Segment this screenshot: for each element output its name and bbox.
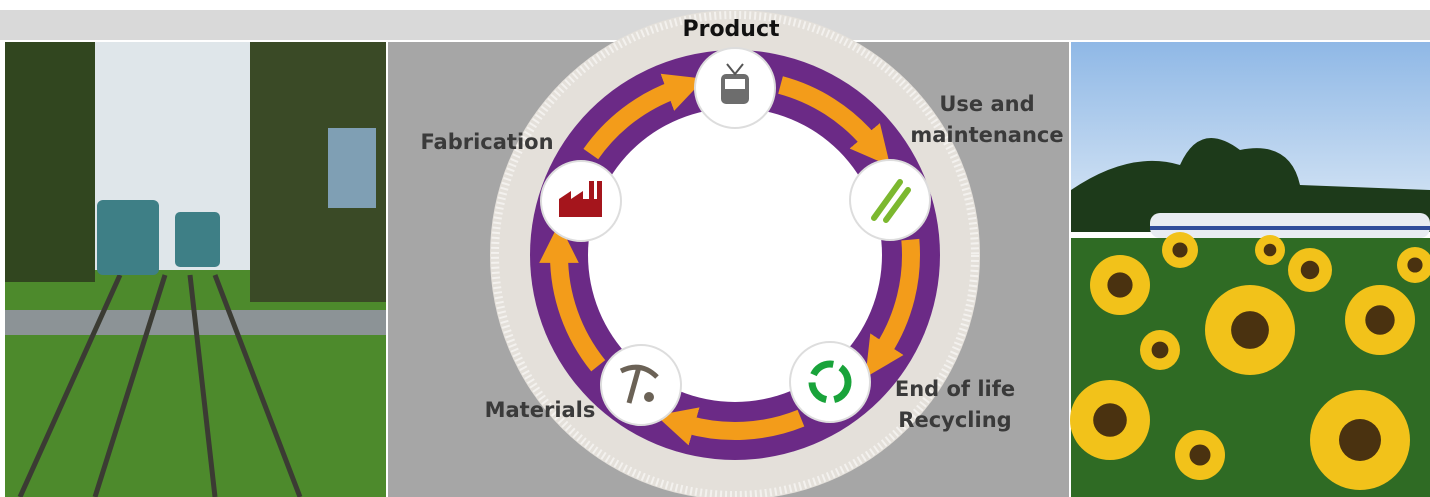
inner-circle — [588, 108, 882, 402]
outer-ring-ticks — [491, 11, 979, 497]
flow-arrow — [539, 223, 606, 372]
flow-arrow — [583, 73, 705, 160]
stage-node — [600, 344, 682, 426]
sunflower-center — [1093, 403, 1127, 437]
stage-label: Product — [682, 17, 780, 42]
rock — [644, 392, 654, 402]
sunflower-center — [1263, 243, 1277, 257]
sunflower-center — [1151, 341, 1169, 359]
tram-window — [725, 79, 745, 89]
stage-label: maintenance — [910, 123, 1063, 147]
factory-icon — [559, 181, 602, 217]
sunflower-center — [1300, 260, 1320, 280]
sunflower-center — [1407, 257, 1423, 273]
sunflower-center — [1172, 242, 1188, 258]
recycle-icon — [808, 360, 852, 404]
sunflower-center — [1365, 305, 1395, 335]
sunflower-center — [1339, 419, 1381, 461]
stage-label: Use and — [939, 92, 1034, 116]
stage-label: Fabrication — [420, 130, 553, 154]
tram-pantograph — [726, 63, 744, 76]
sunflower-center — [1189, 444, 1211, 466]
tools-icon — [871, 179, 911, 223]
flow-arrow — [865, 238, 920, 378]
stage-label: Recycling — [898, 408, 1011, 432]
sunflower-center — [1231, 311, 1269, 349]
tram-photo — [5, 42, 386, 497]
stage-label: End of life — [895, 377, 1015, 401]
stage-node — [789, 341, 871, 423]
pickaxe-icon — [619, 364, 659, 404]
flow-arrow — [778, 76, 891, 167]
flow-arrow — [656, 407, 805, 446]
stage-label: Materials — [485, 398, 596, 422]
sunflower-center — [1107, 272, 1133, 298]
